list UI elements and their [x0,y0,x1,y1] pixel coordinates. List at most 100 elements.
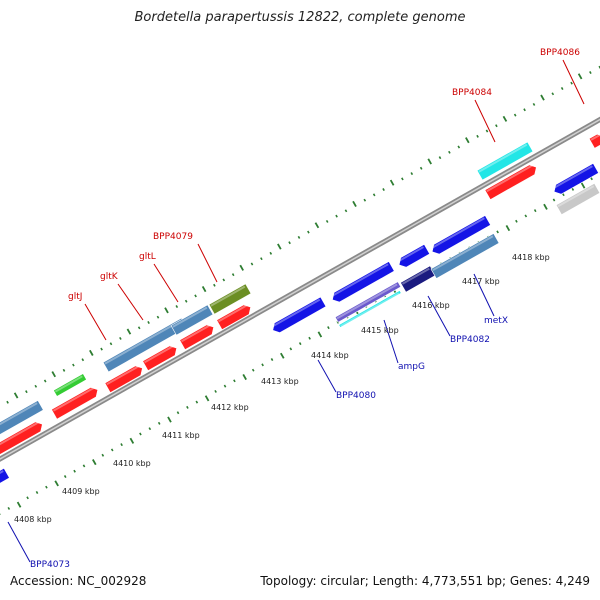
gene-steel-gltK-body [170,304,214,336]
gene-red-gltL-highlight [180,324,211,343]
tick-mark [213,283,216,287]
tick-mark [13,392,19,399]
gene-olive-BPP4079-highlight [210,285,246,307]
label-leaders [7,59,585,563]
tick-mark [297,235,301,239]
tick-mark [335,214,338,218]
tick-mark [175,305,179,309]
tick-mark [515,219,518,223]
gene-red-1 [0,421,43,457]
tick-mark [214,389,217,393]
tick-mark [63,475,67,479]
tick-mark [109,342,113,346]
tick-mark [308,336,311,340]
tick-mark [580,182,586,189]
tick-mark [540,94,545,101]
gene-red-BPP4079 [216,304,252,331]
tick-mark [533,209,537,213]
gene-label: BPP4079 [153,232,193,242]
tick-mark [43,379,47,383]
kbp-label: 4411 kbp [162,431,200,440]
backbone-line-inner [0,118,600,460]
tick-mark [269,251,273,255]
gene-navy-BPP4082 [400,265,436,293]
tick-mark [147,321,150,324]
tick-mark [401,177,404,181]
tick-mark [157,421,161,425]
tick-mark [523,108,526,112]
tick-mark [270,358,274,362]
topology-summary: Topology: circular; Length: 4,773,551 bp… [260,574,590,588]
tick-mark [239,264,244,271]
gene-label: BPP4084 [452,88,492,98]
tick-mark [186,405,189,409]
gene-cyan-BPP4084 [476,141,534,181]
gene-cyan-BPP4084-body [476,141,534,181]
gene-blue-ampG-body [332,261,395,303]
kbp-label: 4418 kbp [512,253,550,262]
tick-mark [590,177,593,181]
gene-label: ampG [398,362,425,372]
kbp-label: 4414 kbp [311,351,349,360]
gene-red-gltJ-highlight [106,365,140,386]
tick-mark [6,400,9,404]
gene-label: BPP4086 [540,48,580,58]
kbp-label: 4417 kbp [462,277,500,286]
tick-mark [280,352,285,359]
tick-mark [560,87,564,90]
tick-mark [233,379,236,383]
gene-red-gltK-body [142,345,178,372]
tick-mark [204,395,210,402]
tick-mark [101,453,105,457]
tick-mark [92,459,97,466]
gene-blue-metX [430,215,491,255]
gene-red-BPP4084-highlight [486,164,534,193]
gene-blue-BPP4080-highlight [271,298,321,328]
gene-purple-ampG-body [334,281,402,323]
gene-cyan-ampG-highlight [340,292,400,328]
tick-mark [410,172,414,176]
gene-red-edge [588,133,600,149]
gene-purple-ampG-highlight [336,283,398,320]
tick-mark [45,485,48,489]
tick-mark [571,187,575,191]
gene-blue-BPP4073 [0,467,10,486]
gene-steel-4417 [430,233,500,279]
gene-cyan-ampG [338,290,402,328]
tick-mark [317,331,323,338]
tick-mark [352,200,357,208]
tick-mark [344,209,348,213]
tick-mark [81,358,85,362]
tick-mark [577,73,583,80]
gene-steel-4417-body [430,233,500,279]
tick-mark [325,219,329,223]
tick-mark [139,432,142,436]
gene-steel-1-highlight [0,402,38,429]
leader-line [153,263,179,303]
tick-mark [231,273,235,277]
kbp-label: 4415 kbp [361,326,399,335]
tick-mark [195,400,199,404]
leader-line [7,521,31,563]
gene-red-gltL-body [179,324,215,351]
gene-red-gltK-highlight [143,345,174,364]
tick-mark [129,437,135,444]
gene-blue-metX-body [431,215,491,255]
gene-red-1-body [0,421,43,457]
tick-mark [562,193,565,197]
tick-mark [242,373,247,381]
tick-mark [164,307,169,314]
gene-label: BPP4082 [450,335,490,345]
tick-mark [438,156,442,160]
tick-mark [419,166,423,170]
tick-mark [82,464,86,468]
leader-line [473,273,495,317]
gene-red-gltJ [104,365,143,394]
gene-red-BPP4084-body [484,164,537,200]
kbp-label: 4409 kbp [62,487,100,496]
tick-mark [7,506,11,510]
tick-mark [372,193,376,197]
tick-mark [34,384,38,388]
tick-mark [223,384,227,388]
leader-line [117,283,144,321]
